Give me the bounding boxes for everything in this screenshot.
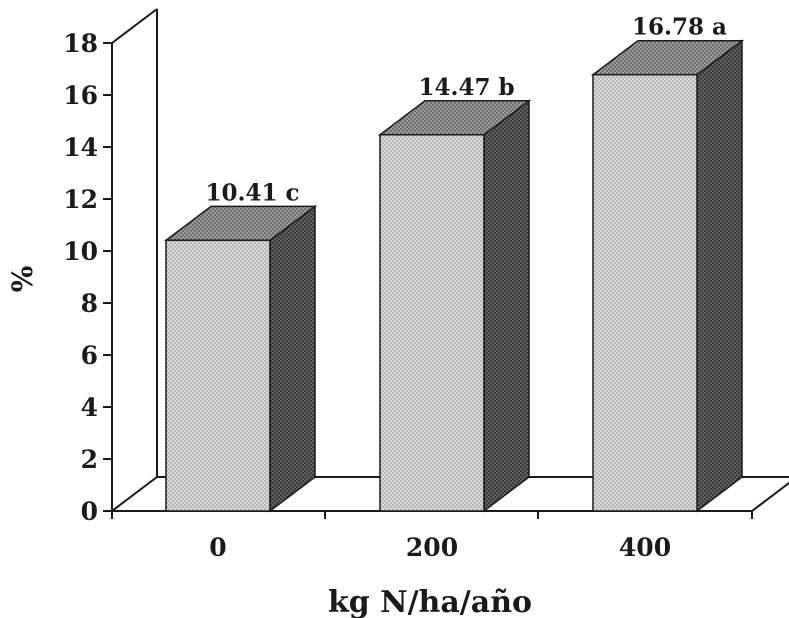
bar	[590, 39, 745, 513]
bar	[163, 204, 318, 513]
y-axis-top-edge	[111, 8, 158, 44]
bar-front-face	[592, 73, 698, 512]
bar-data-label: 16.78 a	[632, 14, 727, 41]
y-tick-label: 18	[63, 29, 98, 58]
x-axis-categories: 0 200 400	[209, 533, 671, 562]
bar-data-label: 14.47 b	[418, 74, 514, 101]
floor-left-edge	[111, 476, 158, 512]
y-tick-label: 0	[81, 497, 98, 526]
bar-side-face	[269, 204, 316, 513]
y-tick-label: 10	[63, 237, 98, 266]
bar-front-face	[379, 134, 485, 512]
x-category-label: 0	[209, 533, 226, 562]
x-category-label: 400	[619, 533, 671, 562]
y-tick-label: 12	[63, 185, 98, 214]
y-tick-label: 8	[81, 289, 98, 318]
y-tick-label: 6	[81, 341, 98, 370]
bar-data-label: 10.41 c	[205, 179, 299, 206]
y-tick-label: 4	[81, 393, 98, 422]
bars	[163, 39, 745, 513]
bar	[377, 99, 532, 513]
x-category-label: 200	[406, 533, 458, 562]
floor-right-edge	[751, 481, 789, 512]
y-tick-label: 16	[63, 81, 98, 110]
data-labels: 10.41 c 14.47 b 16.78 a	[205, 14, 727, 207]
bar-side-face	[483, 99, 530, 513]
y-axis-title: %	[6, 266, 39, 293]
y-axis-ticks: 0 2 4 6 8 10 12 14 16 18	[63, 29, 112, 526]
bar-front-face	[165, 239, 271, 512]
y-tick-label: 14	[63, 133, 98, 162]
y-tick-label: 2	[81, 445, 98, 474]
bar-side-face	[696, 39, 743, 513]
x-axis-title: kg N/ha/año	[328, 585, 532, 618]
